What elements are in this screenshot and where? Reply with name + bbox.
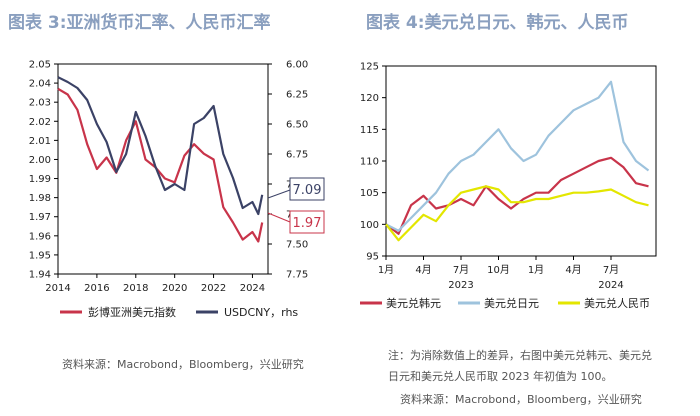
left-x-tick-label: 2022 xyxy=(201,283,226,294)
right-x-axis: 1月 4月 7月 10月 1月 4月 7月 2023 2024 xyxy=(378,256,624,291)
right-x-year-label: 2024 xyxy=(598,280,623,291)
right-x-tick-label: 10月 xyxy=(487,264,510,276)
right-note-line1: 注：为消除数值上的差异，右图中美元兑韩元、美元兑 xyxy=(388,349,652,362)
usdcny-end-leader xyxy=(267,189,291,199)
usdcny-end-box xyxy=(289,177,325,201)
left-x-tick-label: 2020 xyxy=(162,283,187,294)
usdcny-end-label: 7.09 xyxy=(293,183,322,198)
left-y-tick-label: 1.98 xyxy=(29,193,51,204)
left-y-tick-label: 2.04 xyxy=(29,79,51,90)
left-y-tick-label: 1.99 xyxy=(29,174,51,185)
left-y-tick-label: 2.00 xyxy=(29,155,51,166)
asia-dollar-index-line xyxy=(57,87,264,243)
asia-end-label: 1.97 xyxy=(293,216,322,231)
left-y-tick-label: 1.97 xyxy=(29,212,51,223)
right-x-year-label: 2023 xyxy=(448,280,473,291)
left-x-tick-label: 2016 xyxy=(84,283,109,294)
left-y-tick-label: 2.01 xyxy=(29,136,51,147)
right-x-tick-label: 1月 xyxy=(528,264,544,276)
right-y-axis: 95 100 105 110 115 120 125 xyxy=(360,62,386,263)
left-y2-tick-label: 6.25 xyxy=(286,90,308,101)
usdkrw-line xyxy=(385,156,649,235)
left-y2-axis: 6.006.256.506.757.007.257.507.75 xyxy=(268,60,308,281)
usdcny-line xyxy=(57,76,264,216)
left-y-tick-label: 2.03 xyxy=(29,98,51,109)
left-source-note: 资料来源：Macrobond，Bloomberg，兴业研究 xyxy=(62,358,304,371)
right-y-tick-label: 125 xyxy=(360,62,379,73)
usdcny-index-line xyxy=(385,185,649,242)
asia-end-leader xyxy=(267,212,291,223)
right-y-tick-label: 115 xyxy=(360,125,379,136)
right-y-tick-label: 95 xyxy=(366,252,379,263)
left-x-tick-label: 2024 xyxy=(240,283,265,294)
left-y2-tick-label: 7.50 xyxy=(286,240,308,251)
right-y-tick-label: 100 xyxy=(360,220,379,231)
right-y-tick-label: 110 xyxy=(360,157,379,168)
right-source-note: 资料来源：Macrobond，Bloomberg，兴业研究 xyxy=(400,393,642,406)
legend-asia-label: 彭博亚洲美元指数 xyxy=(88,305,176,319)
left-y-axis: 1.94 1.95 1.96 1.97 1.98 1.99 2.00 2.01 2.02 2.03… xyxy=(29,60,58,281)
right-chart-title: 图表 4:美元兑日元、韩元、人民币 xyxy=(366,13,629,33)
usdjpy-line xyxy=(385,80,650,232)
right-note-line2: 日元和美元兑人民币取 2023 年初值为 100。 xyxy=(388,370,613,383)
left-series-group xyxy=(57,76,264,243)
legend-krw-label: 美元兑韩元 xyxy=(386,296,441,310)
left-x-tick-label: 2014 xyxy=(45,283,70,294)
left-y2-tick-label: 6.75 xyxy=(286,150,308,161)
right-y-tick-label: 120 xyxy=(360,93,379,104)
right-x-tick-label: 4月 xyxy=(565,264,581,276)
left-y-tick-label: 1.94 xyxy=(29,270,51,281)
right-y-tick-label: 105 xyxy=(360,188,379,199)
left-y-tick-label: 1.96 xyxy=(29,231,51,242)
legend-jpy-label: 美元兑日元 xyxy=(484,296,539,310)
right-series-group xyxy=(385,80,650,242)
asia-end-box xyxy=(289,210,325,234)
right-x-tick-label: 7月 xyxy=(453,264,469,276)
left-x-tick-label: 2018 xyxy=(123,283,148,294)
right-x-tick-label: 7月 xyxy=(603,264,619,276)
left-y-tick-label: 1.95 xyxy=(29,250,51,261)
legend-usdcny-label: USDCNY，rhs xyxy=(224,306,298,319)
left-y2-tick-label: 7.75 xyxy=(286,270,308,281)
left-y-tick-label: 2.02 xyxy=(29,117,51,128)
right-x-tick-label: 1月 xyxy=(378,264,394,276)
right-x-tick-label: 4月 xyxy=(415,264,431,276)
left-x-axis: 2014 2016 2018 2020 2022 2024 xyxy=(45,274,265,294)
left-y2-tick-label: 6.00 xyxy=(286,60,308,71)
left-plot-frame xyxy=(57,63,269,275)
left-y-tick-label: 2.05 xyxy=(29,60,51,71)
legend-cny-label: 美元兑人民币 xyxy=(584,296,650,310)
left-chart-title: 图表 3:亚洲货币汇率、人民币汇率 xyxy=(8,13,271,33)
left-y2-tick-label: 6.50 xyxy=(286,120,308,131)
